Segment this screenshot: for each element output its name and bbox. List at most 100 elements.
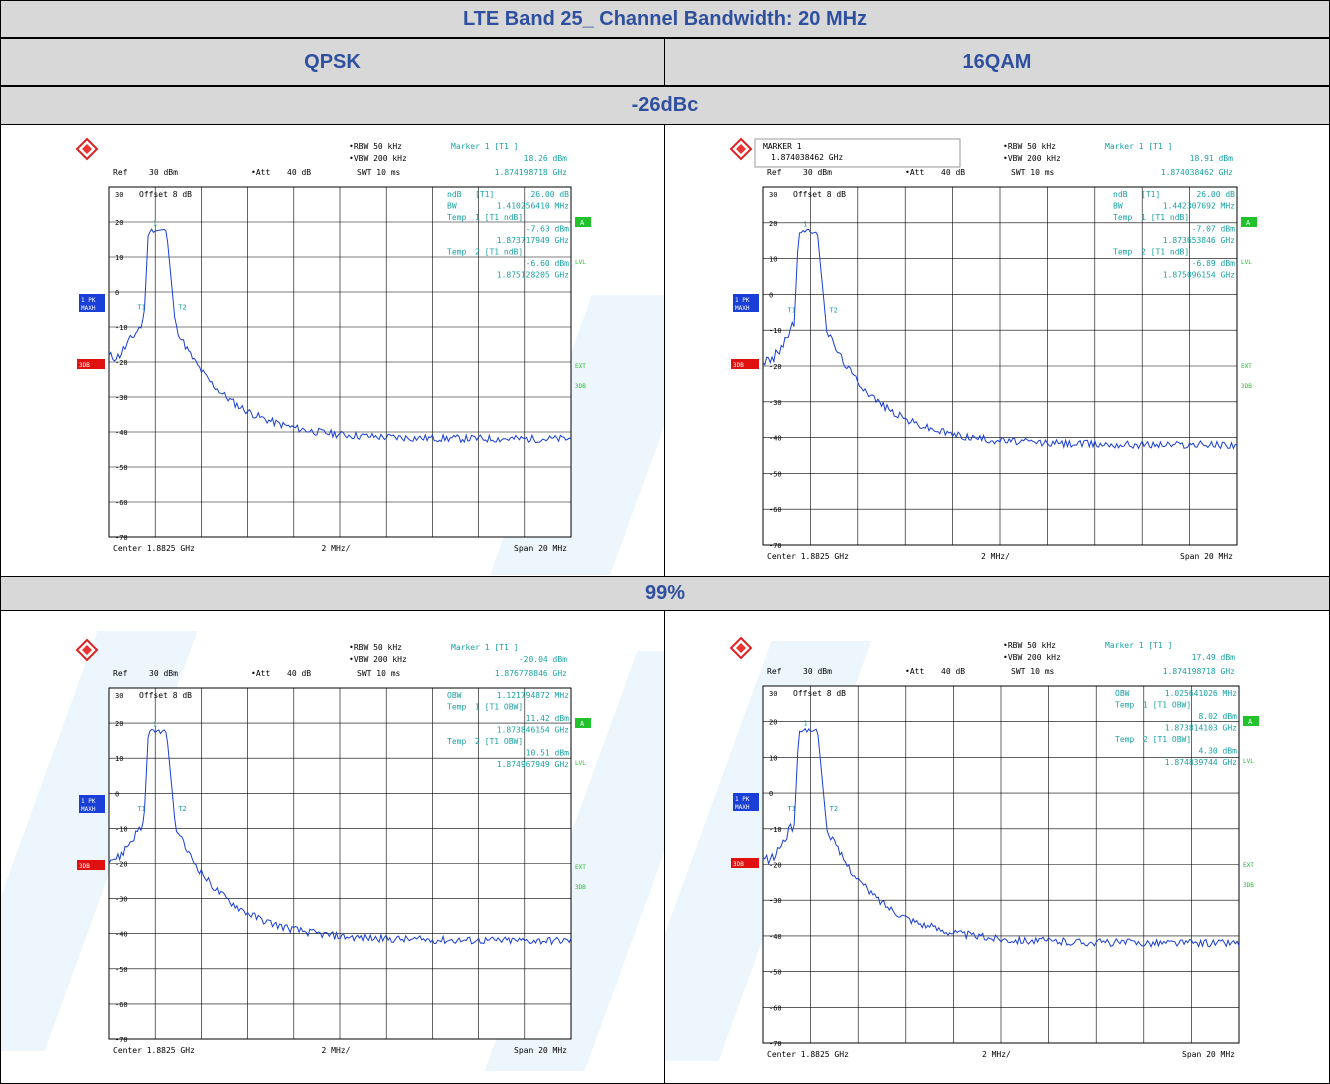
y-tick-label: -70 bbox=[115, 1036, 128, 1044]
info-value: 1.873653846 GHz bbox=[1163, 236, 1235, 245]
center-frequency: Center 1.8825 GHz bbox=[767, 1050, 849, 1059]
info-label: ndB bbox=[447, 190, 462, 199]
info-label: Temp bbox=[447, 737, 466, 746]
ref-label: Ref bbox=[113, 168, 128, 177]
red-status-text: 3DB bbox=[733, 362, 744, 369]
y-tick-label: 30 bbox=[769, 191, 777, 199]
marker-t2-label: T2 bbox=[830, 805, 838, 813]
trace-badge-mode: MAXH bbox=[81, 806, 96, 813]
y-tick-label: -40 bbox=[115, 429, 128, 437]
plot-grid bbox=[108, 186, 572, 538]
offset-label: Offset 8 dB bbox=[793, 190, 846, 199]
info-label: Temp bbox=[1113, 248, 1132, 257]
y-tick-label: 10 bbox=[769, 754, 777, 762]
swt-label: SWT 10 ms bbox=[1011, 667, 1055, 676]
spectrum-trace bbox=[108, 228, 572, 444]
marker-1-label: 1 bbox=[803, 719, 807, 727]
red-status-text: 3DB bbox=[79, 362, 90, 369]
division-label: 2 MHz/ bbox=[982, 1050, 1011, 1059]
info-sub: 1 [T1 OBW] bbox=[1143, 701, 1191, 710]
info-label: BW bbox=[447, 202, 457, 211]
trace-badge-text: 1 PK bbox=[735, 796, 750, 803]
marker-t2-label: T2 bbox=[829, 306, 837, 314]
y-tick-label: -10 bbox=[769, 327, 782, 335]
rs-logo-icon bbox=[75, 638, 99, 662]
right-tag-a-text: A bbox=[1248, 718, 1253, 726]
y-tick-label: -40 bbox=[769, 933, 782, 941]
red-status-badge: 3DB bbox=[77, 359, 105, 369]
ref-label: Ref bbox=[767, 667, 782, 676]
info-sub: 2 [T1 OBW] bbox=[475, 737, 523, 746]
rbw-label: •RBW 50 kHz bbox=[349, 643, 402, 652]
y-tick-label: 30 bbox=[115, 692, 123, 700]
trace-badge-text: 1 PK bbox=[81, 798, 96, 805]
info-value: 1.410256410 MHz bbox=[497, 202, 569, 211]
att-label: •Att bbox=[251, 669, 270, 678]
center-frequency: Center 1.8825 GHz bbox=[113, 1046, 195, 1055]
swt-label: SWT 10 ms bbox=[357, 669, 401, 678]
plot-grid bbox=[762, 186, 1238, 546]
right-tag-ext: EXT bbox=[575, 363, 586, 370]
y-tick-label: -20 bbox=[769, 363, 782, 371]
info-value: 1.874839744 GHz bbox=[1165, 758, 1237, 767]
y-tick-label: -40 bbox=[115, 931, 128, 939]
red-status-text: 3DB bbox=[733, 861, 744, 868]
marker-box: MARKER 1 1.874038462 GHz bbox=[754, 138, 961, 168]
y-tick-label: 10 bbox=[769, 256, 777, 264]
att-value: 40 dB bbox=[287, 168, 311, 177]
right-tag-ext: EXT bbox=[1243, 862, 1254, 869]
marker-t1-label: T1 bbox=[137, 304, 145, 312]
ref-value: 30 dBm bbox=[149, 669, 178, 678]
y-tick-label: -10 bbox=[115, 825, 128, 833]
plot-grid bbox=[762, 685, 1240, 1044]
rbw-label: •RBW 50 kHz bbox=[1003, 641, 1056, 650]
y-tick-label: -50 bbox=[769, 969, 782, 977]
marker-value: 17.49 dBm bbox=[1192, 653, 1236, 662]
y-tick-label: 30 bbox=[769, 690, 777, 698]
right-tag-lvl: LVL bbox=[575, 760, 586, 767]
right-tag-3db: 3DB bbox=[575, 383, 586, 390]
info-sub: 1 [T1 OBW] bbox=[475, 703, 523, 712]
info-value: 1.873717949 GHz bbox=[497, 236, 569, 245]
spectrum-plot: MARKER 1 1.874038462 GHz Ref 30 dBm •Att 40 d… bbox=[729, 137, 1257, 561]
y-tick-label: -40 bbox=[769, 435, 782, 443]
y-tick-label: -20 bbox=[115, 359, 128, 367]
rs-logo-icon bbox=[729, 636, 753, 660]
y-tick-label: -30 bbox=[115, 896, 128, 904]
y-tick-label: -50 bbox=[115, 464, 128, 472]
right-tag-lvl: LVL bbox=[1243, 758, 1254, 765]
y-tick-label: 30 bbox=[115, 191, 123, 199]
y-tick-label: 10 bbox=[115, 755, 123, 763]
section-99: 99% bbox=[0, 576, 1330, 611]
info-sub: 2 [T1 OBW] bbox=[1143, 735, 1191, 744]
table-title: LTE Band 25_ Channel Bandwidth: 20 MHz bbox=[0, 0, 1330, 38]
marker-frequency: 1.874198718 GHz bbox=[1163, 667, 1235, 676]
plot-cell-qpsk-26dbc: Ref 30 dBm •Att 40 dB •RBW 50 kHz •VBW 200 kH… bbox=[0, 124, 665, 577]
y-tick-label: -70 bbox=[115, 534, 128, 542]
info-label: OBW bbox=[1115, 689, 1130, 698]
marker-header: Marker 1 [T1 ] bbox=[451, 142, 518, 151]
y-tick-label: -60 bbox=[115, 499, 128, 507]
ref-value: 30 dBm bbox=[803, 168, 832, 177]
spectrum-plot: Ref 30 dBm •Att 40 dB •RBW 50 kHz •VBW 200 kH… bbox=[75, 137, 591, 553]
info-value: 8.02 dBm bbox=[1198, 712, 1237, 721]
plot-cell-qpsk-99: Ref 30 dBm •Att 40 dB •RBW 50 kHz •VBW 200 kH… bbox=[0, 610, 665, 1084]
plot-cell-16qam-26dbc: MARKER 1 1.874038462 GHz Ref 30 dBm •Att 40 d… bbox=[664, 124, 1330, 577]
swt-label: SWT 10 ms bbox=[357, 168, 401, 177]
info-sub: [T1] bbox=[1141, 190, 1160, 199]
ref-label: Ref bbox=[113, 669, 128, 678]
y-tick-label: 20 bbox=[115, 720, 123, 728]
info-label: OBW bbox=[447, 691, 462, 700]
col-header-qpsk: QPSK bbox=[0, 38, 665, 86]
info-label: Temp bbox=[1113, 213, 1132, 222]
info-label: Temp bbox=[447, 703, 466, 712]
y-tick-label: -30 bbox=[769, 399, 782, 407]
red-status-badge: 3DB bbox=[731, 359, 759, 369]
marker-header: Marker 1 [T1 ] bbox=[1105, 142, 1172, 151]
trace-badge-text: 1 PK bbox=[81, 297, 96, 304]
ref-value: 30 dBm bbox=[149, 168, 178, 177]
info-value: 10.51 dBm bbox=[526, 749, 570, 758]
center-frequency: Center 1.8825 GHz bbox=[113, 544, 195, 553]
offset-label: Offset 8 dB bbox=[793, 689, 846, 698]
marker-value: 18.26 dBm bbox=[524, 154, 568, 163]
